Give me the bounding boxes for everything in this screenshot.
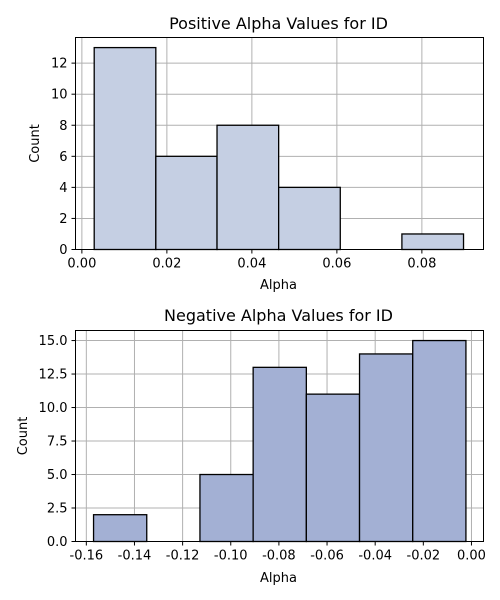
x-tick-label: -0.08 [262, 549, 296, 564]
positive-alpha-histogram: Positive Alpha Values for ID 0.00 0.02 0.0… [28, 14, 484, 293]
x-tick-label: -0.10 [214, 549, 248, 564]
axes-frame [75, 330, 484, 542]
histogram-bar [199, 473, 254, 543]
x-tick-label: -0.12 [166, 549, 200, 564]
negative-alpha-histogram: Negative Alpha Values for ID -0.16 -0.14-… [16, 306, 486, 586]
x-axis-label: Alpha [260, 571, 297, 586]
y-axis-label: Count [16, 417, 31, 456]
y-tick-label: 2 [59, 212, 67, 227]
x-tick-label: 0.08 [407, 257, 436, 272]
ticks: 0.00 0.02 0.04 0.06 0.08 0 2 4 6 8 10 12 [51, 57, 436, 272]
chart-title: Negative Alpha Values for ID [164, 306, 393, 325]
y-tick-label: 10 [51, 88, 68, 103]
y-tick-label: 12.5 [39, 368, 68, 383]
y-tick-label: 15.0 [39, 334, 68, 349]
y-tick-label: 2.5 [47, 502, 68, 517]
histogram-bar [252, 366, 307, 543]
y-tick-label: 4 [59, 181, 67, 196]
y-tick-label: 0.0 [47, 535, 68, 550]
x-tick-label: 0.00 [67, 257, 96, 272]
x-tick-label: 0.06 [322, 257, 351, 272]
x-tick-label: -0.06 [310, 549, 344, 564]
ticks: -0.16 -0.14 -0.12 -0.10 -0.08 -0.06 -0.04 -0.02… [39, 334, 486, 563]
y-tick-label: 5.0 [47, 468, 68, 483]
x-tick-label: -0.04 [358, 549, 392, 564]
y-tick-label: 0 [59, 243, 67, 258]
y-tick-label: 10.0 [39, 401, 68, 416]
x-tick-label: 0.02 [152, 257, 181, 272]
y-tick-label: 12 [51, 57, 68, 72]
bars [93, 46, 465, 251]
y-tick-label: 7.5 [47, 435, 68, 450]
histogram-bar [401, 233, 465, 251]
histogram-bar [305, 393, 361, 543]
histogram-bar [358, 353, 414, 543]
x-axis-label: Alpha [260, 278, 297, 293]
x-tick-label: -0.16 [70, 549, 104, 564]
x-tick-label: -0.02 [407, 549, 441, 564]
x-tick-label: -0.14 [118, 549, 152, 564]
bars [92, 339, 467, 543]
x-tick-label: 0.04 [237, 257, 266, 272]
axes-frame [75, 37, 484, 250]
y-axis-label: Count [28, 124, 43, 163]
histogram-bar [92, 514, 148, 543]
histogram-bar [277, 186, 341, 251]
x-tick-label: 0.00 [457, 549, 486, 564]
histogram-bar [155, 155, 218, 251]
y-tick-label: 6 [59, 150, 67, 165]
chart-title: Positive Alpha Values for ID [169, 14, 388, 33]
y-tick-label: 8 [59, 119, 67, 134]
histogram-bar [93, 46, 157, 251]
histogram-bar [216, 124, 280, 251]
histogram-bar [412, 339, 467, 543]
